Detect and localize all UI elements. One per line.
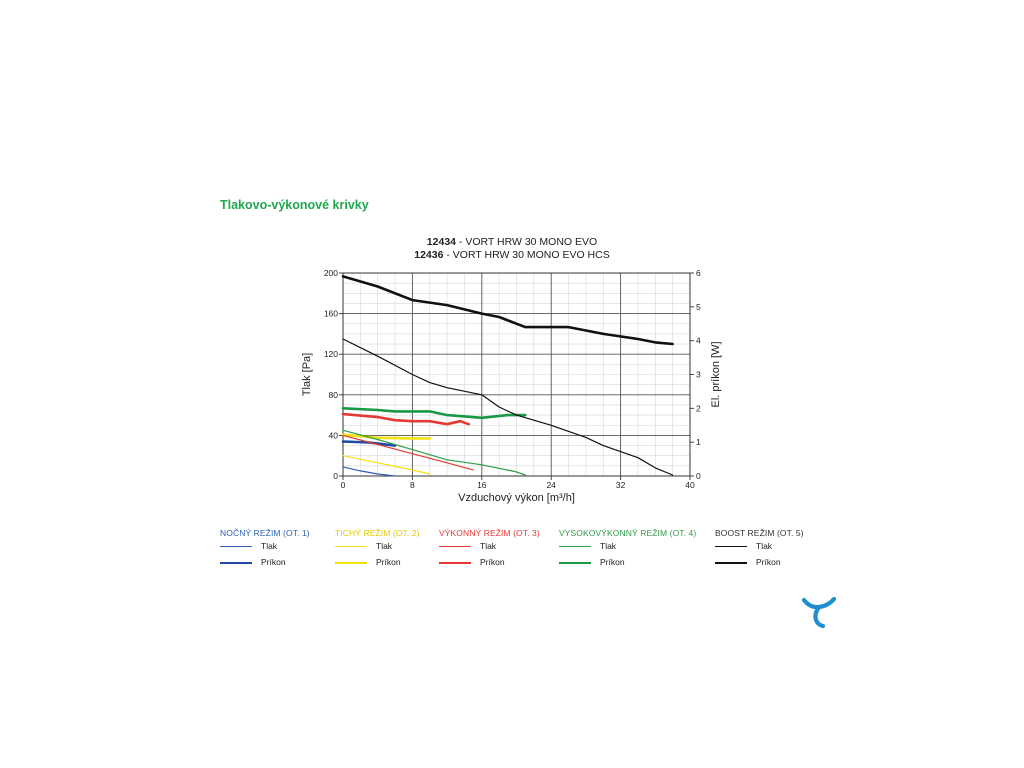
y2-tick-label: 4 bbox=[696, 336, 701, 346]
series-line-3 bbox=[342, 455, 431, 475]
y-axis-label: Tlak [Pa] bbox=[301, 353, 313, 396]
y-tick-label: 120 bbox=[324, 349, 338, 359]
chart-title-code1: 12434 bbox=[426, 236, 456, 248]
x-tick-label: 24 bbox=[546, 480, 556, 490]
chart-title-line1: 12434 - VORT HRW 30 MONO EVO bbox=[300, 236, 724, 248]
legend-swatch-tlak bbox=[335, 546, 367, 547]
series-line-10 bbox=[341, 275, 674, 346]
legend-label-prikon: Príkon bbox=[261, 557, 286, 567]
legend-label-tlak: Tlak bbox=[480, 541, 497, 551]
legend-title: BOOST REŽIM (OT. 5) bbox=[715, 528, 804, 538]
chart-title-line2: 12436 - VORT HRW 30 MONO EVO HCS bbox=[300, 249, 724, 261]
y-tick-label: 40 bbox=[329, 430, 339, 440]
legend-group-2: TICHÝ REŽIM (OT. 2) Tlak Príkon bbox=[335, 528, 420, 570]
x-tick-label: 8 bbox=[410, 480, 415, 490]
x-tick-label: 32 bbox=[616, 480, 626, 490]
y-tick-label: 0 bbox=[333, 471, 338, 481]
legend-label-tlak: Tlak bbox=[600, 541, 617, 551]
legend-title: TICHÝ REŽIM (OT. 2) bbox=[335, 528, 420, 538]
legend-group-4: VYSOKOVÝKONNÝ REŽIM (OT. 4) Tlak Príkon bbox=[559, 528, 696, 570]
series-line-8 bbox=[341, 407, 527, 420]
legend-swatch-tlak bbox=[220, 546, 252, 547]
section-title: Tlakovo-výkonové krivky bbox=[220, 198, 369, 212]
y2-tick-label: 2 bbox=[696, 403, 701, 413]
x-axis-label: Vzduchový výkon [m³/h] bbox=[458, 492, 575, 504]
series-line-5 bbox=[342, 434, 474, 471]
legend-title: NOČNÝ REŽIM (OT. 1) bbox=[220, 528, 310, 538]
legend-swatch-prikon bbox=[439, 562, 471, 564]
y2-axis-label: El. príkon [W] bbox=[710, 341, 722, 407]
y2-tick-label: 0 bbox=[696, 471, 701, 481]
legend-title: VÝKONNÝ REŽIM (OT. 3) bbox=[439, 528, 540, 538]
legend-label-prikon: Príkon bbox=[376, 557, 401, 567]
legend-label-prikon: Príkon bbox=[480, 557, 505, 567]
y-tick-label: 80 bbox=[329, 390, 339, 400]
chart-title-code2: 12436 bbox=[414, 249, 444, 261]
y-tick-label: 160 bbox=[324, 309, 338, 319]
series-line-9 bbox=[342, 338, 674, 476]
y2-tick-label: 5 bbox=[696, 302, 701, 312]
legend-swatch-tlak bbox=[715, 546, 747, 547]
legend-label-prikon: Príkon bbox=[600, 557, 625, 567]
x-tick-label: 0 bbox=[341, 480, 346, 490]
y-tick-label: 200 bbox=[324, 268, 338, 278]
legend-label-tlak: Tlak bbox=[376, 541, 393, 551]
legend-group-1: NOČNÝ REŽIM (OT. 1) Tlak Príkon bbox=[220, 528, 310, 570]
x-tick-label: 16 bbox=[477, 480, 487, 490]
legend-swatch-prikon bbox=[220, 562, 252, 564]
series-line-1 bbox=[342, 466, 396, 477]
series-line-6 bbox=[341, 412, 471, 426]
brand-logo-icon bbox=[801, 596, 837, 629]
chart-title-text2: - VORT HRW 30 MONO EVO HCS bbox=[443, 249, 610, 261]
legend-label-tlak: Tlak bbox=[261, 541, 278, 551]
chart-title-text1: - VORT HRW 30 MONO EVO bbox=[456, 236, 598, 248]
legend-swatch-prikon bbox=[335, 562, 367, 564]
legend-label-tlak: Tlak bbox=[756, 541, 773, 551]
legend-group-3: VÝKONNÝ REŽIM (OT. 3) Tlak Príkon bbox=[439, 528, 540, 570]
legend-swatch-tlak bbox=[559, 546, 591, 547]
legend-label-prikon: Príkon bbox=[756, 557, 781, 567]
y2-tick-label: 3 bbox=[696, 370, 701, 380]
series-line-7 bbox=[342, 429, 526, 476]
y2-tick-label: 1 bbox=[696, 437, 701, 447]
series-line-4 bbox=[341, 433, 432, 440]
legend-title: VYSOKOVÝKONNÝ REŽIM (OT. 4) bbox=[559, 528, 697, 538]
legend-swatch-prikon bbox=[715, 562, 747, 564]
legend-group-5: BOOST REŽIM (OT. 5) Tlak Príkon bbox=[715, 528, 804, 570]
x-tick-label: 40 bbox=[685, 480, 695, 490]
legend-swatch-tlak bbox=[439, 546, 471, 547]
y2-tick-label: 6 bbox=[696, 268, 701, 278]
legend-swatch-prikon bbox=[559, 562, 591, 564]
